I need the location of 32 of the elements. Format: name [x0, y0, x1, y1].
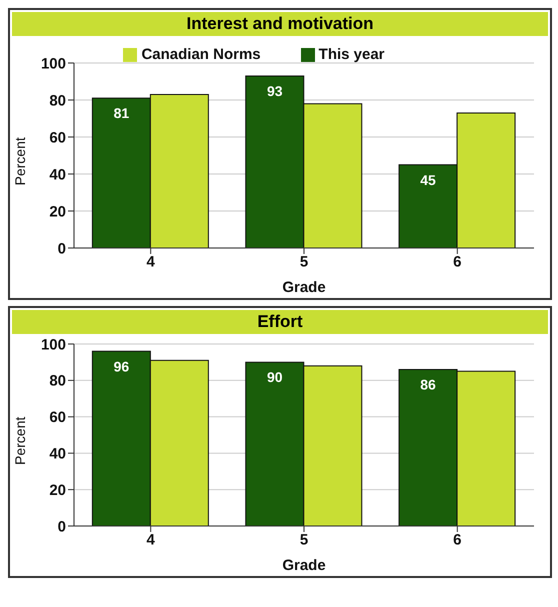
y-tick-label: 40	[49, 446, 66, 463]
y-tick-label: 100	[40, 336, 66, 354]
x-axis-title: Grade	[282, 279, 326, 296]
y-tick-label: 20	[49, 482, 66, 499]
y-tick-label: 0	[58, 518, 66, 536]
x-axis-title: Grade	[282, 557, 326, 574]
x-tick-label: 4	[146, 532, 156, 549]
y-tick-label: 60	[49, 129, 66, 146]
legend-label: This year	[318, 46, 385, 63]
y-axis-title: Percent	[12, 416, 28, 465]
y-tick-label: 40	[49, 166, 66, 184]
x-tick-label: 6	[453, 254, 462, 271]
data-label: 93	[266, 82, 283, 99]
x-tick-label: 6	[453, 532, 462, 549]
y-tick-label: 60	[49, 409, 66, 426]
y-tick-label: 20	[49, 203, 66, 220]
y-tick-label: 80	[49, 372, 66, 390]
data-label: 81	[114, 105, 130, 122]
data-label: 45	[420, 172, 436, 188]
data-label: 96	[114, 358, 130, 374]
y-tick-label: 0	[58, 240, 66, 258]
x-tick-label: 4	[146, 254, 156, 271]
data-label: 90	[266, 369, 283, 386]
x-tick-label: 5	[300, 254, 308, 271]
y-tick-label: 100	[40, 55, 66, 72]
y-axis-title: Percent	[12, 137, 28, 186]
data-label: 86	[420, 376, 436, 392]
legend-label: Canadian Norms	[141, 46, 261, 63]
chart-title: Effort	[12, 310, 548, 334]
y-tick-label: 80	[49, 92, 66, 110]
chart-title: Interest and motivation	[12, 12, 548, 36]
x-tick-label: 5	[300, 532, 308, 549]
